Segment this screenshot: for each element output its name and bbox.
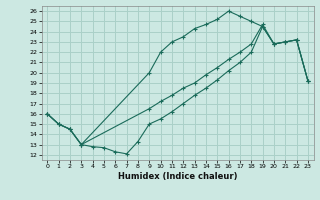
X-axis label: Humidex (Indice chaleur): Humidex (Indice chaleur)	[118, 172, 237, 181]
